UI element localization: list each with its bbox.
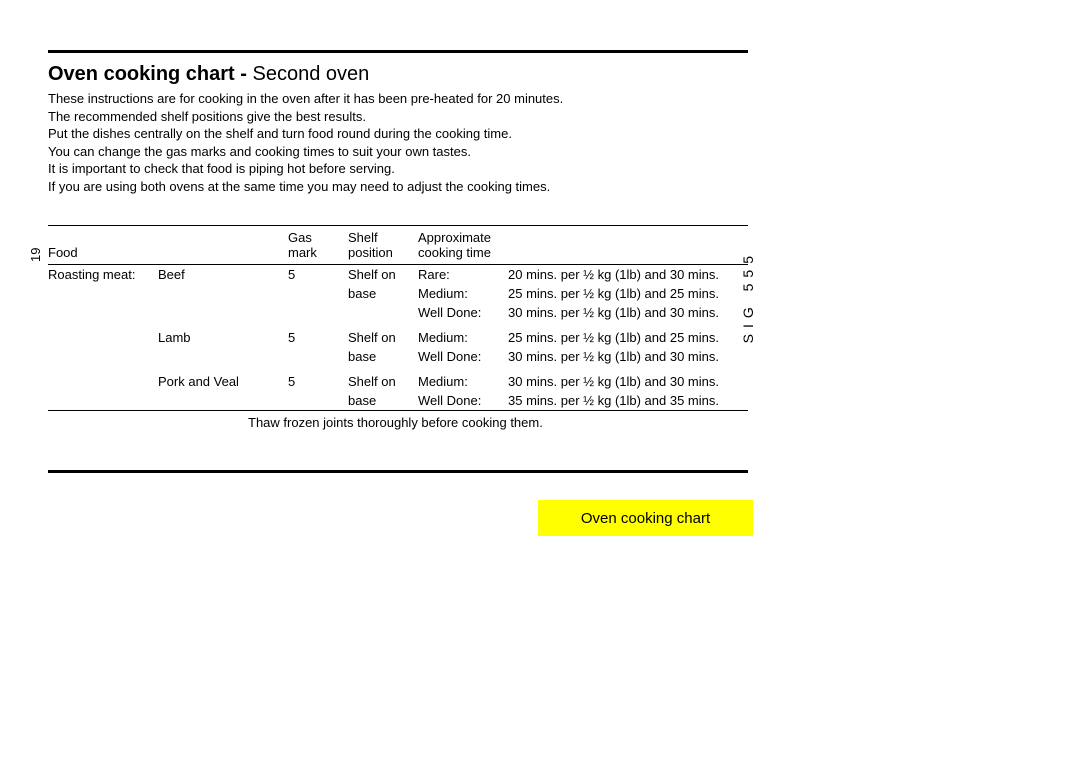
- doneness-cell: Medium:: [418, 322, 508, 347]
- table-row: base Medium: 25 mins. per ½ kg (1lb) and…: [48, 284, 748, 303]
- doneness-cell: Well Done:: [418, 347, 508, 366]
- intro-line: You can change the gas marks and cooking…: [48, 143, 748, 161]
- gas-cell: 5: [288, 322, 348, 347]
- document-page: Oven cooking chart - Second oven These i…: [0, 0, 1080, 473]
- intro-line: It is important to check that food is pi…: [48, 160, 748, 178]
- gas-cell: 5: [288, 265, 348, 285]
- shelf-cell: Shelf on: [348, 265, 418, 285]
- header-shelf: Shelf position: [348, 226, 418, 265]
- category-cell: Roasting meat:: [48, 265, 158, 285]
- table-row: Pork and Veal 5 Shelf on Medium: 30 mins…: [48, 366, 748, 391]
- header-food: Food: [48, 226, 288, 265]
- table-row: Well Done: 30 mins. per ½ kg (1lb) and 3…: [48, 303, 748, 322]
- doneness-cell: Medium:: [418, 284, 508, 303]
- time-cell: 20 mins. per ½ kg (1lb) and 30 mins.: [508, 265, 748, 285]
- table-row: Lamb 5 Shelf on Medium: 25 mins. per ½ k…: [48, 322, 748, 347]
- header-shelf-2: position: [348, 245, 412, 260]
- food-cell: Pork and Veal: [158, 366, 288, 391]
- doneness-cell: Rare:: [418, 265, 508, 285]
- section-tab-highlight: Oven cooking chart: [538, 500, 753, 536]
- cooking-table: Food Gas mark Shelf position Approximate…: [48, 225, 748, 411]
- header-gas: Gas mark: [288, 226, 348, 265]
- table-footnote: Thaw frozen joints thoroughly before coo…: [48, 415, 748, 430]
- header-food-label: Food: [48, 245, 282, 260]
- time-cell: 25 mins. per ½ kg (1lb) and 25 mins.: [508, 322, 748, 347]
- header-gas-1: Gas: [288, 230, 342, 245]
- shelf-cell: Shelf on: [348, 366, 418, 391]
- time-cell: 25 mins. per ½ kg (1lb) and 25 mins.: [508, 284, 748, 303]
- section-tab-label: Oven cooking chart: [581, 510, 710, 527]
- food-group: Roasting meat: Beef 5 Shelf on Rare: 20 …: [48, 265, 748, 323]
- side-model-label: SIG 555: [740, 250, 756, 343]
- food-group: Pork and Veal 5 Shelf on Medium: 30 mins…: [48, 366, 748, 411]
- shelf-cell: base: [348, 391, 418, 411]
- table-row: base Well Done: 35 mins. per ½ kg (1lb) …: [48, 391, 748, 411]
- header-approx: Approximate cooking time: [418, 226, 748, 265]
- page-number: 19: [28, 248, 43, 262]
- food-cell: Beef: [158, 265, 288, 285]
- header-approx-1: Approximate: [418, 230, 742, 245]
- table-row: base Well Done: 30 mins. per ½ kg (1lb) …: [48, 347, 748, 366]
- intro-block: These instructions are for cooking in th…: [48, 90, 748, 195]
- intro-line: These instructions are for cooking in th…: [48, 90, 748, 108]
- intro-line: Put the dishes centrally on the shelf an…: [48, 125, 748, 143]
- doneness-cell: Well Done:: [418, 303, 508, 322]
- table-header-row: Food Gas mark Shelf position Approximate…: [48, 226, 748, 265]
- title-rest: Second oven: [252, 63, 369, 85]
- top-rule: [48, 50, 748, 53]
- doneness-cell: Well Done:: [418, 391, 508, 411]
- header-gas-2: mark: [288, 245, 342, 260]
- food-group: Lamb 5 Shelf on Medium: 25 mins. per ½ k…: [48, 322, 748, 366]
- table-row: Roasting meat: Beef 5 Shelf on Rare: 20 …: [48, 265, 748, 285]
- header-approx-2: cooking time: [418, 245, 742, 260]
- time-cell: 30 mins. per ½ kg (1lb) and 30 mins.: [508, 303, 748, 322]
- page-title: Oven cooking chart - Second oven: [48, 63, 1032, 86]
- shelf-cell: base: [348, 347, 418, 366]
- intro-line: The recommended shelf positions give the…: [48, 108, 748, 126]
- title-bold: Oven cooking chart -: [48, 63, 252, 85]
- time-cell: 35 mins. per ½ kg (1lb) and 35 mins.: [508, 391, 748, 411]
- food-cell: Lamb: [158, 322, 288, 347]
- bottom-rule: [48, 470, 748, 473]
- time-cell: 30 mins. per ½ kg (1lb) and 30 mins.: [508, 366, 748, 391]
- shelf-cell: Shelf on: [348, 322, 418, 347]
- gas-cell: 5: [288, 366, 348, 391]
- header-shelf-1: Shelf: [348, 230, 412, 245]
- time-cell: 30 mins. per ½ kg (1lb) and 30 mins.: [508, 347, 748, 366]
- intro-line: If you are using both ovens at the same …: [48, 178, 748, 196]
- doneness-cell: Medium:: [418, 366, 508, 391]
- shelf-cell: base: [348, 284, 418, 303]
